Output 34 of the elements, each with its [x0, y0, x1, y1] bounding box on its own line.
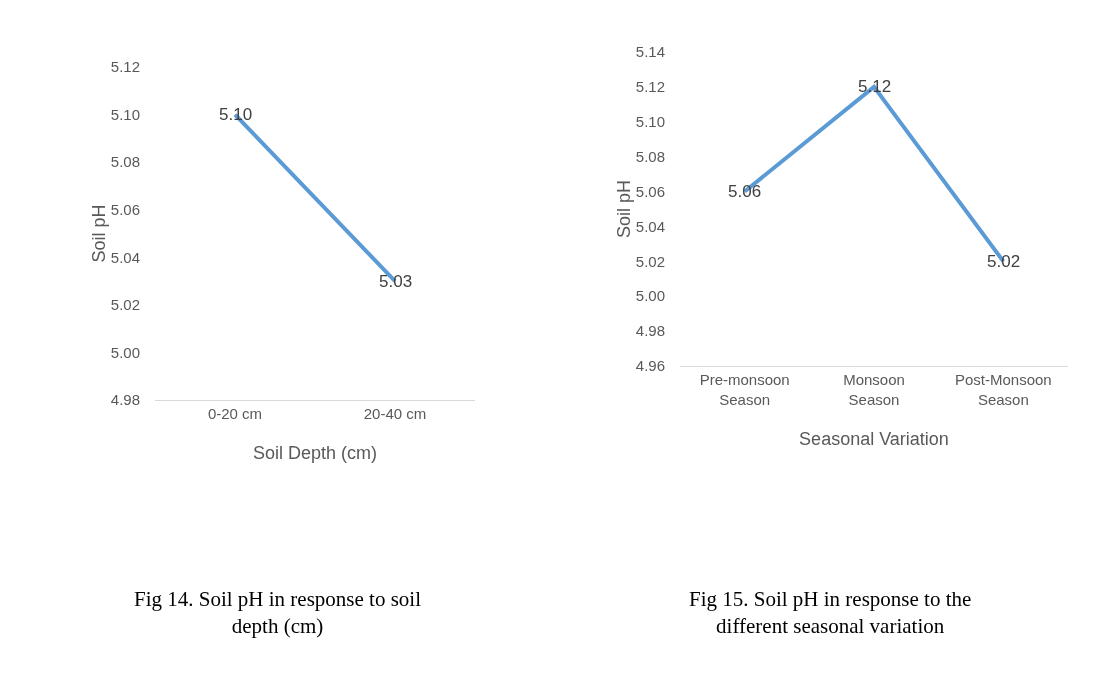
y-tick-label: 5.12 — [110, 58, 140, 76]
x-tick-label: Pre-monsoon Season — [699, 371, 790, 408]
y-tick-label: 5.12 — [635, 78, 665, 96]
x-tick-label: Post-Monsoon Season — [954, 371, 1052, 408]
data-label: 5.10 — [219, 105, 253, 124]
y-tick-label: 5.08 — [635, 147, 665, 165]
y-tick-label: 5.04 — [110, 248, 140, 266]
y-tick-label: 5.06 — [110, 200, 140, 218]
y-tick-label: 5.06 — [635, 182, 665, 200]
y-tick-label: 5.04 — [635, 217, 665, 235]
y-tick-label: 5.14 — [635, 43, 665, 61]
y-axis-title: Soil pH — [89, 204, 109, 263]
y-tick-label: 5.00 — [635, 287, 665, 305]
data-label: 5.12 — [858, 77, 892, 96]
y-tick-label: 4.96 — [635, 357, 665, 375]
x-tick-label: Monsoon Season — [843, 371, 905, 408]
y-tick-label: 5.02 — [635, 252, 665, 270]
data-label: 5.03 — [379, 272, 413, 291]
y-tick-label: 5.02 — [110, 296, 140, 314]
x-tick-label: 20-40 cm — [363, 405, 427, 422]
data-label: 5.06 — [728, 182, 762, 201]
y-tick-label: 5.10 — [635, 113, 665, 131]
y-tick-label: 5.10 — [110, 105, 140, 123]
y-tick-label: 5.08 — [110, 153, 140, 171]
caption: Fig 15. Soil pH in response to the different seasonal variation — [689, 587, 972, 639]
x-tick-label: 0-20 cm — [207, 405, 263, 422]
x-axis-title: Seasonal Variation — [799, 428, 949, 449]
y-tick-label: 4.98 — [110, 391, 140, 409]
y-tick-label: 4.98 — [635, 322, 665, 340]
y-axis-title: Soil pH — [614, 179, 634, 239]
caption: Fig 14. Soil pH in response to soil depth (cm) — [134, 587, 422, 639]
x-axis-title: Soil Depth (cm) — [252, 443, 378, 464]
data-label: 5.02 — [987, 252, 1021, 271]
y-tick-label: 5.00 — [110, 343, 140, 361]
